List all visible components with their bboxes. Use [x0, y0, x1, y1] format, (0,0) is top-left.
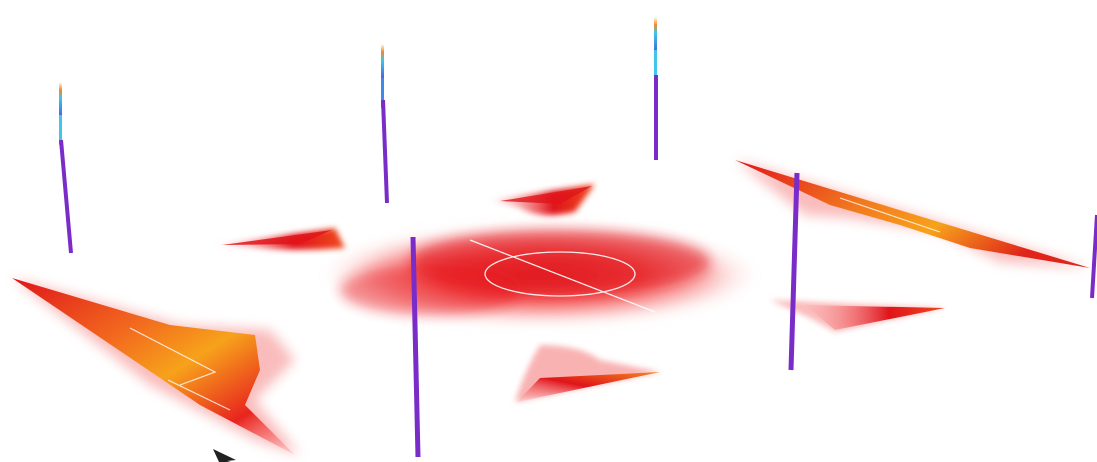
pole-front-center [410, 236, 421, 458]
heat-zone-right-middle [770, 300, 945, 332]
pole-back-center [381, 44, 389, 204]
heat-zone-right-box [735, 160, 1090, 268]
mouse-pointer-icon [213, 449, 236, 462]
back-poles [59, 17, 658, 254]
heat-zone-top-center [490, 184, 595, 216]
pole-back-right [654, 17, 658, 160]
heat-zone-bottom-center [515, 345, 660, 402]
heat-zone-left-box [12, 278, 300, 455]
pole-back-left [59, 82, 73, 254]
pole-front-right [788, 172, 800, 371]
heat-zone-top-left [215, 228, 345, 250]
center-heat-zone [315, 223, 765, 327]
pole-front-far-right [1090, 214, 1097, 299]
front-poles [410, 172, 1097, 458]
pitch-markings-center [469, 239, 656, 313]
